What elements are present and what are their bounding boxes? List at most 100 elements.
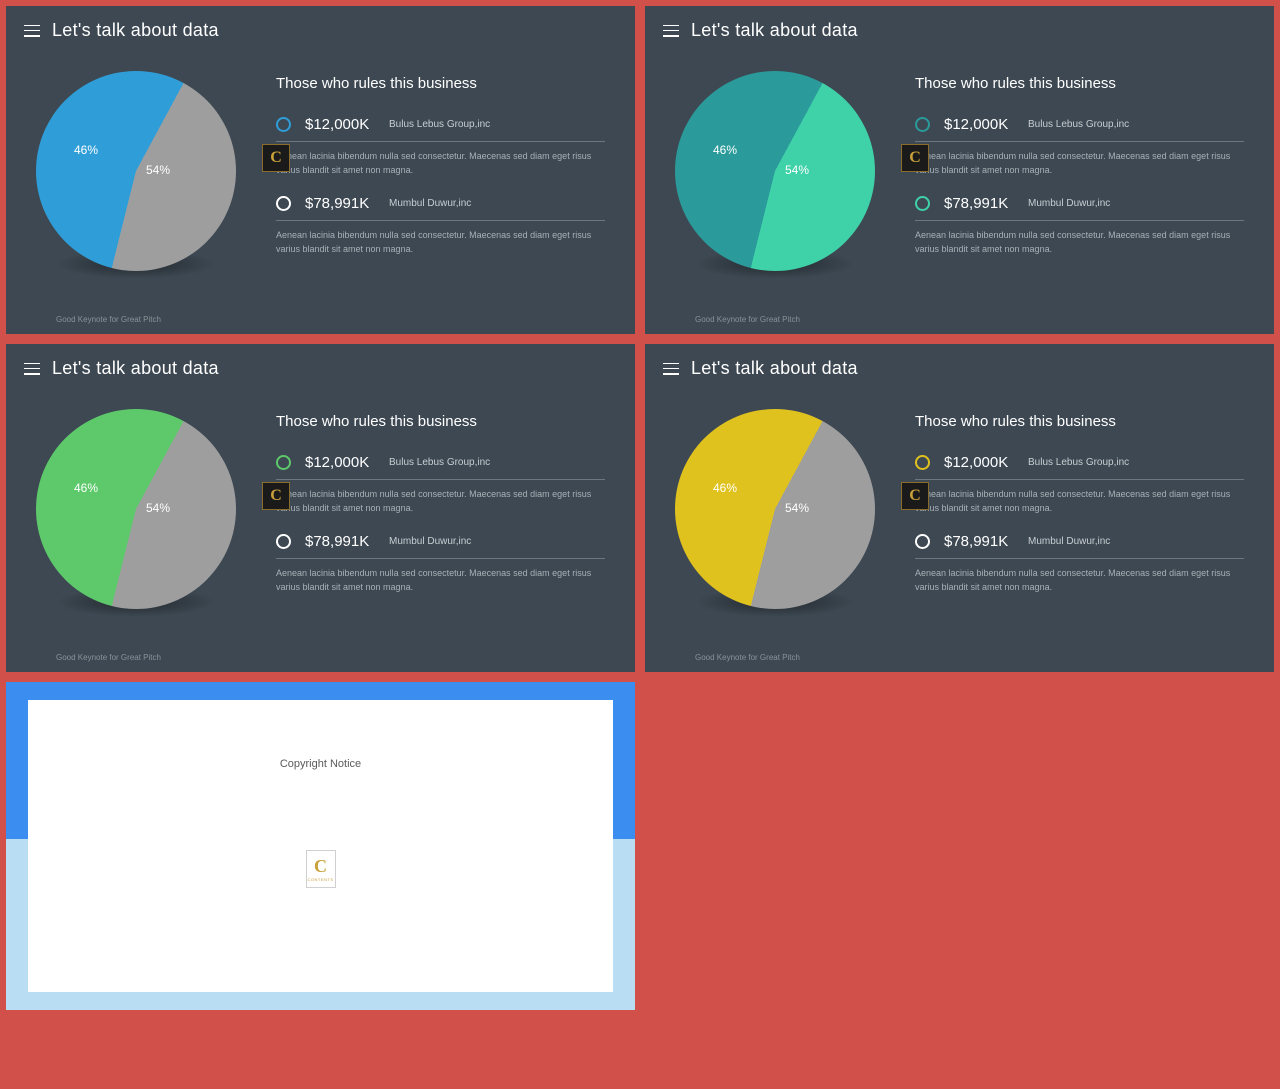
slide-content: 54% 46% Those who rules this business $12,0…	[645, 41, 1274, 274]
entry-head: $78,991K Mumbul Duwur,inc	[276, 533, 605, 559]
data-entry: $12,000K Bulus Lebus Group,inc Aenean laci…	[915, 116, 1244, 177]
entry-amount: $78,991K	[305, 195, 375, 212]
entry-company: Bulus Lebus Group,inc	[1028, 457, 1129, 468]
hamburger-icon	[663, 25, 679, 37]
series-marker-icon	[915, 196, 930, 211]
entry-company: Bulus Lebus Group,inc	[389, 119, 490, 130]
entry-description: Aenean lacinia bibendum nulla sed consec…	[276, 488, 605, 515]
slide-subtitle: Those who rules this business	[915, 413, 1244, 430]
entry-head: $12,000K Bulus Lebus Group,inc	[276, 454, 605, 480]
pie-slice-label: 54%	[785, 501, 809, 515]
entry-head: $78,991K Mumbul Duwur,inc	[915, 195, 1244, 221]
slide-info: Those who rules this business $12,000K Bul…	[276, 71, 605, 274]
entry-amount: $78,991K	[305, 533, 375, 550]
pie-slice-label: 46%	[74, 143, 98, 157]
entry-company: Mumbul Duwur,inc	[389, 536, 471, 547]
brand-logo-icon: C CONTENTS	[306, 850, 336, 888]
slide-footer: Good Keynote for Great Pitch	[56, 653, 161, 662]
entry-company: Mumbul Duwur,inc	[1028, 536, 1110, 547]
slide-subtitle: Those who rules this business	[276, 75, 605, 92]
slide-subtitle: Those who rules this business	[276, 413, 605, 430]
entry-company: Mumbul Duwur,inc	[389, 198, 471, 209]
slide-header: Let's talk about data	[6, 344, 635, 379]
entry-description-text: Aenean lacinia bibendum nulla sed consec…	[915, 151, 1230, 175]
hamburger-icon	[663, 363, 679, 375]
data-entry: $78,991K Mumbul Duwur,inc Aenean lacinia b…	[276, 195, 605, 256]
pie-chart: 54% 46%	[675, 409, 875, 609]
copyright-slide: Copyright NoticeCCONTENTS	[6, 682, 635, 1010]
pie-chart: 54% 46%	[675, 71, 875, 271]
pie-chart: 54% 46%	[36, 409, 236, 609]
series-marker-icon	[915, 117, 930, 132]
entry-description: Aenean lacinia bibendum nulla sed consec…	[915, 150, 1244, 177]
slide-info: Those who rules this business $12,000K Bul…	[915, 71, 1244, 274]
entry-description-text: Aenean lacinia bibendum nulla sed consec…	[915, 489, 1230, 513]
logo-letter: C	[314, 857, 327, 875]
pie-slice-label: 54%	[785, 163, 809, 177]
entry-amount: $12,000K	[305, 116, 375, 133]
entry-description-text: Aenean lacinia bibendum nulla sed consec…	[915, 568, 1230, 592]
slide-content: 54% 46% Those who rules this business $12,0…	[645, 379, 1274, 612]
slide-info: Those who rules this business $12,000KBul…	[915, 409, 1244, 612]
entry-description-text: Aenean lacinia bibendum nulla sed consec…	[915, 230, 1230, 254]
series-marker-icon	[915, 455, 930, 470]
watermark-icon	[901, 482, 929, 510]
slide-info: Those who rules this business $12,000K Bul…	[276, 409, 605, 612]
slide-footer: Good Keynote for Great Pitch	[695, 315, 800, 324]
slide-title: Let's talk about data	[691, 20, 858, 41]
slide-footer: Good Keynote for Great Pitch	[56, 315, 161, 324]
pie-slice-label: 46%	[713, 481, 737, 495]
entry-description: Aenean lacinia bibendum nulla sed consec…	[915, 567, 1244, 594]
entry-description: Aenean lacinia bibendum nulla sed consec…	[276, 567, 605, 594]
slide-footer: Good Keynote for Great Pitch	[695, 653, 800, 662]
white-card: Copyright NoticeCCONTENTS	[28, 700, 613, 992]
pie-body	[675, 71, 875, 271]
entry-description-text: Aenean lacinia bibendum nulla sed consec…	[276, 151, 591, 175]
slide-content: 54% 46% Those who rules this business $12,0…	[6, 41, 635, 274]
entry-head: $12,000K Bulus Lebus Group,inc	[915, 116, 1244, 142]
entry-head: $12,000KBulus Lebus Group,inc	[915, 454, 1244, 480]
presentation-slide: Let's talk about data 54% 46% Those who rul…	[6, 344, 635, 672]
presentation-slide: Let's talk about data 54% 46% Those who rul…	[645, 6, 1274, 334]
pie-body	[36, 409, 236, 609]
slide-content: 54% 46% Those who rules this business $12,0…	[6, 379, 635, 612]
series-marker-icon	[276, 534, 291, 549]
pie-slice-label: 54%	[146, 501, 170, 515]
slide-title: Let's talk about data	[691, 358, 858, 379]
series-marker-icon	[276, 196, 291, 211]
entry-company: Bulus Lebus Group,inc	[1028, 119, 1129, 130]
entry-head: $78,991K Mumbul Duwur,inc	[276, 195, 605, 221]
empty-cell	[645, 682, 1274, 1010]
slide-title: Let's talk about data	[52, 20, 219, 41]
data-entry: $78,991K Mumbul Duwur,inc Aenean lacinia b…	[915, 195, 1244, 256]
hamburger-icon	[24, 363, 40, 375]
entry-company: Bulus Lebus Group,inc	[389, 457, 490, 468]
watermark-icon	[262, 482, 290, 510]
entry-amount: $78,991K	[944, 195, 1014, 212]
logo-subtext: CONTENTS	[308, 877, 334, 882]
slide-title: Let's talk about data	[52, 358, 219, 379]
pie-body	[675, 409, 875, 609]
data-entry: $12,000K Bulus Lebus Group,inc Aenean laci…	[276, 454, 605, 515]
series-marker-icon	[915, 534, 930, 549]
entry-description: Aenean lacinia bibendum nulla sed consec…	[915, 229, 1244, 256]
entry-head: $78,991K Mumbul Duwur,inc	[915, 533, 1244, 559]
slide-header: Let's talk about data	[645, 344, 1274, 379]
watermark-icon	[262, 144, 290, 172]
pie-slice-label: 46%	[74, 481, 98, 495]
pie-slice-label: 54%	[146, 163, 170, 177]
pie-slice-label: 46%	[713, 143, 737, 157]
entry-amount: $78,991K	[944, 533, 1014, 550]
entry-description-text: Aenean lacinia bibendum nulla sed consec…	[276, 489, 591, 513]
entry-description: Aenean lacinia bibendum nulla sed consec…	[276, 229, 605, 256]
hamburger-icon	[24, 25, 40, 37]
series-marker-icon	[276, 117, 291, 132]
pie-chart: 54% 46%	[36, 71, 236, 271]
entry-amount: $12,000K	[944, 116, 1014, 133]
entry-description-text: Aenean lacinia bibendum nulla sed consec…	[276, 230, 591, 254]
entry-amount: $12,000K	[305, 454, 375, 471]
slide-subtitle: Those who rules this business	[915, 75, 1244, 92]
watermark-icon	[901, 144, 929, 172]
entry-description-text: Aenean lacinia bibendum nulla sed consec…	[276, 568, 591, 592]
entry-company: Mumbul Duwur,inc	[1028, 198, 1110, 209]
